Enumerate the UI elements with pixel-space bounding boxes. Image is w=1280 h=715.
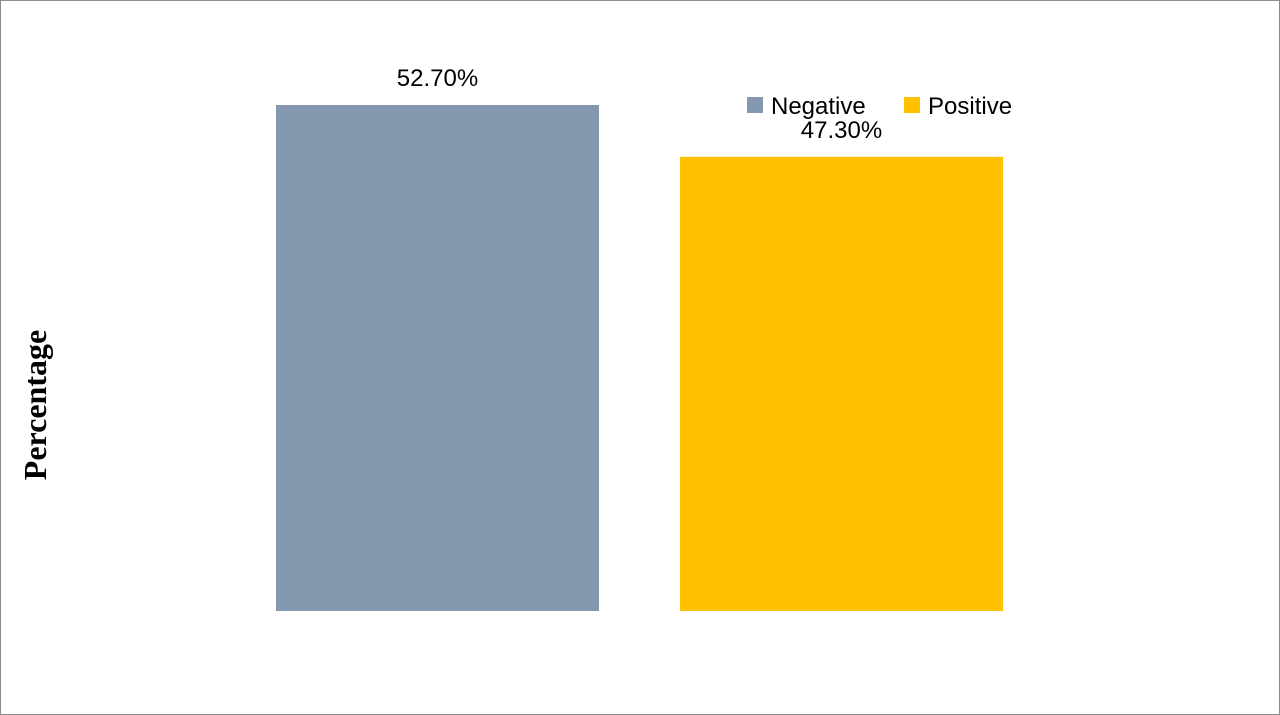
bar-negative [276,105,599,611]
legend: Negative Positive [747,93,1012,120]
legend-label-positive: Positive [928,93,1012,120]
bar-positive [680,156,1003,611]
y-axis-title: Percentage [17,330,53,480]
data-label-negative: 52.70% [397,65,478,92]
legend-swatch-negative [747,97,763,113]
legend-swatch-positive [904,97,920,113]
bars-group [276,105,1003,611]
data-label-positive: 47.30% [801,117,882,144]
legend-label-negative: Negative [771,93,866,120]
data-labels-group: 52.70% 47.30% [397,65,882,144]
